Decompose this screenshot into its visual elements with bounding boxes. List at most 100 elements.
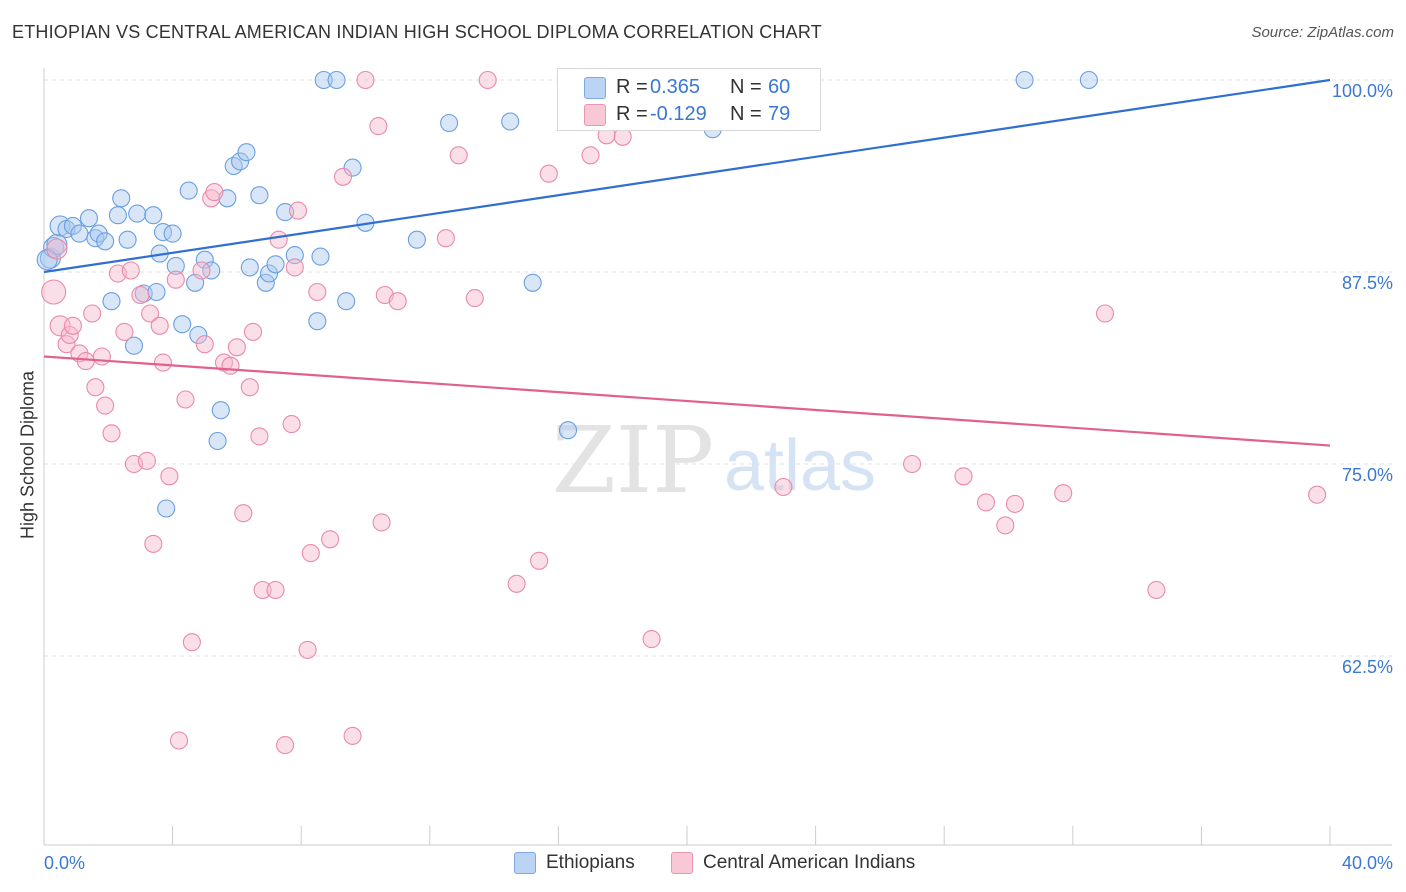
ethiopians-point (96, 232, 115, 251)
central-american-indians-point (285, 258, 304, 277)
ethiopians-point (266, 255, 285, 274)
ethiopians-point (343, 158, 362, 177)
chart-source: Source: ZipAtlas.com (1251, 24, 1394, 41)
ethiopians-point (1079, 70, 1098, 90)
ethiopians-point (327, 70, 346, 90)
x-tick-label: 40.0% (1342, 853, 1393, 873)
central-american-indians-point (269, 230, 288, 249)
legend-swatch-central-american-indians (671, 852, 693, 874)
ethiopians-trend-line (43, 78, 1331, 274)
ethiopians-point (128, 204, 147, 223)
central-american-indians-point (539, 164, 558, 183)
central-american-indians-point (388, 292, 407, 311)
series-legend: Ethiopians Central American Indians (0, 850, 1406, 878)
ethiopians-point (63, 216, 82, 235)
ethiopians-point (501, 112, 520, 131)
central-american-indians-point (276, 736, 295, 755)
legend-item-ethiopians[interactable]: Ethiopians (514, 852, 635, 874)
central-american-indians-point (321, 530, 340, 549)
central-american-indians-point (298, 640, 317, 659)
legend-swatch-central-american-indians (584, 104, 606, 126)
y-tick-label: 75.0% (1342, 465, 1393, 485)
central-american-indians-point (195, 335, 214, 354)
watermark-zip: ZIP (552, 407, 714, 514)
central-american-indians-point (96, 396, 115, 415)
central-american-indians-point (63, 316, 82, 335)
central-american-indians-point (1095, 304, 1115, 323)
central-american-indians-point (356, 70, 375, 90)
central-american-indians-point (137, 451, 156, 470)
ethiopians-point (189, 325, 208, 345)
central-american-indians-point (996, 516, 1015, 535)
central-american-indians-point (282, 415, 301, 434)
ethiopians-point (311, 247, 330, 266)
central-american-indians-point (1054, 484, 1073, 503)
ethiopians-point (144, 206, 163, 225)
trend-lines (43, 78, 1331, 447)
central-american-indians-point (308, 282, 327, 302)
ethiopians-point (79, 209, 99, 228)
ethiopians-point (70, 224, 89, 243)
ethiopians-point (202, 261, 221, 280)
ethiopians-point (102, 292, 121, 311)
y-tick-label: 62.5% (1342, 657, 1393, 677)
legend-r-value: -0.129 (650, 102, 707, 125)
central-american-indians-point (176, 390, 195, 409)
legend-r-label: R = (616, 75, 648, 98)
central-american-indians-point (1005, 494, 1024, 513)
ethiopians-point (308, 312, 327, 331)
y-tick-label: 87.5% (1342, 273, 1393, 293)
ethiopians-point (211, 401, 230, 420)
central-american-indians-point (153, 353, 173, 372)
y-tick-label: 100.0% (1332, 81, 1393, 101)
stats-legend: R = 0.365 N = 60 R = -0.129 N = 79 (557, 68, 821, 131)
ethiopians-point (224, 156, 243, 176)
central-american-indians-point (465, 289, 484, 308)
ethiopians-point (407, 230, 426, 249)
central-american-indians-point (150, 316, 169, 335)
watermark: ZIP atlas (552, 407, 876, 514)
ethiopians-point (108, 206, 127, 225)
ethiopians-point (179, 181, 198, 200)
x-tick-label: 0.0% (44, 853, 85, 873)
central-american-indians-point (436, 229, 455, 248)
central-american-indians-point (192, 261, 211, 280)
legend-r-label: R = (616, 102, 648, 125)
central-american-indians-point (774, 477, 793, 497)
legend-n-value: 60 (768, 75, 791, 98)
ethiopians-point (285, 246, 304, 265)
ethiopians-point (147, 282, 166, 302)
central-american-indians-point (250, 427, 269, 446)
ethiopians-point (240, 258, 259, 277)
central-american-indians-point (372, 513, 391, 532)
ethiopians-point (208, 431, 227, 451)
legend-swatch-ethiopians (584, 77, 606, 99)
central-american-indians-point (102, 424, 121, 443)
legend-item-central-american-indians[interactable]: Central American Indians (671, 852, 915, 874)
legend-n-label: N = (730, 75, 762, 98)
central-american-indians-point (182, 633, 201, 652)
central-american-indians-point (288, 201, 308, 220)
central-american-indians-point (49, 315, 71, 337)
central-american-indians-point (234, 504, 253, 523)
central-american-indians-point (1147, 580, 1166, 600)
ethiopians-point (112, 189, 131, 208)
central-american-indians-point (903, 454, 922, 474)
ethiopians-point (250, 186, 269, 205)
central-american-indians-point (76, 352, 95, 371)
ethiopians-point (237, 143, 256, 162)
central-american-indians-point (240, 378, 259, 397)
ethiopians-point (231, 152, 250, 171)
tick-labels: 62.5% 75.0% 87.5% 100.0% 0.0% 40.0% (44, 81, 1393, 873)
central-american-indians-point (1308, 485, 1327, 504)
watermark-atlas: atlas (724, 426, 876, 506)
central-american-indians-point (581, 146, 600, 165)
central-american-indians-point (131, 285, 150, 305)
central-american-indians-point (166, 270, 185, 289)
legend-label-ethiopians: Ethiopians (546, 852, 635, 873)
ethiopians-point (157, 499, 176, 518)
legend-r-value: 0.365 (650, 75, 701, 98)
ethiopians-point (558, 421, 578, 440)
central-american-indians-point (266, 580, 285, 600)
